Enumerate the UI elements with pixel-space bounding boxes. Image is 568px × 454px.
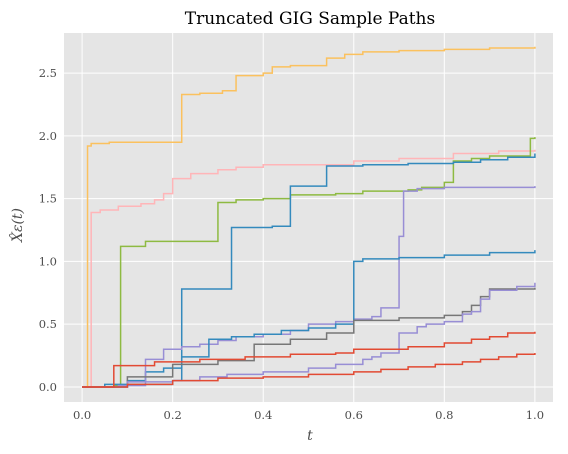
tick-labels: 0.0 0.2 0.4 0.6 0.8 1.0 0.0 0.5 1.0 1.5 2.0 2.5 (39, 66, 544, 422)
y-tick-label: 2.0 (39, 129, 57, 143)
y-axis-label: X̂ε(t) (8, 208, 26, 243)
y-tick-label: 0.0 (39, 380, 57, 394)
series-line-6 (82, 250, 536, 388)
series-line-3 (82, 137, 536, 388)
series-line-10 (82, 353, 536, 388)
series-line-9 (82, 331, 536, 388)
series-line-2 (82, 149, 536, 388)
y-tick-label: 2.5 (39, 66, 57, 80)
x-tick-label: 0.6 (345, 408, 363, 422)
series-line-5 (82, 186, 536, 388)
series-line-1 (82, 46, 536, 388)
y-tick-label: 1.5 (39, 192, 57, 206)
grid-lines (64, 33, 553, 402)
series-line-8 (82, 282, 536, 388)
series-layer (82, 46, 536, 388)
plot-area (64, 33, 553, 402)
x-tick-label: 0.4 (254, 408, 272, 422)
x-tick-label: 0.8 (435, 408, 453, 422)
y-tick-label: 1.0 (39, 254, 57, 268)
x-axis-label: t (307, 428, 313, 444)
y-tick-label: 0.5 (39, 317, 57, 331)
x-tick-label: 1.0 (526, 408, 544, 422)
x-tick-label: 0.0 (73, 408, 91, 422)
x-tick-label: 0.2 (164, 408, 182, 422)
chart-title: Truncated GIG Sample Paths (185, 9, 435, 29)
